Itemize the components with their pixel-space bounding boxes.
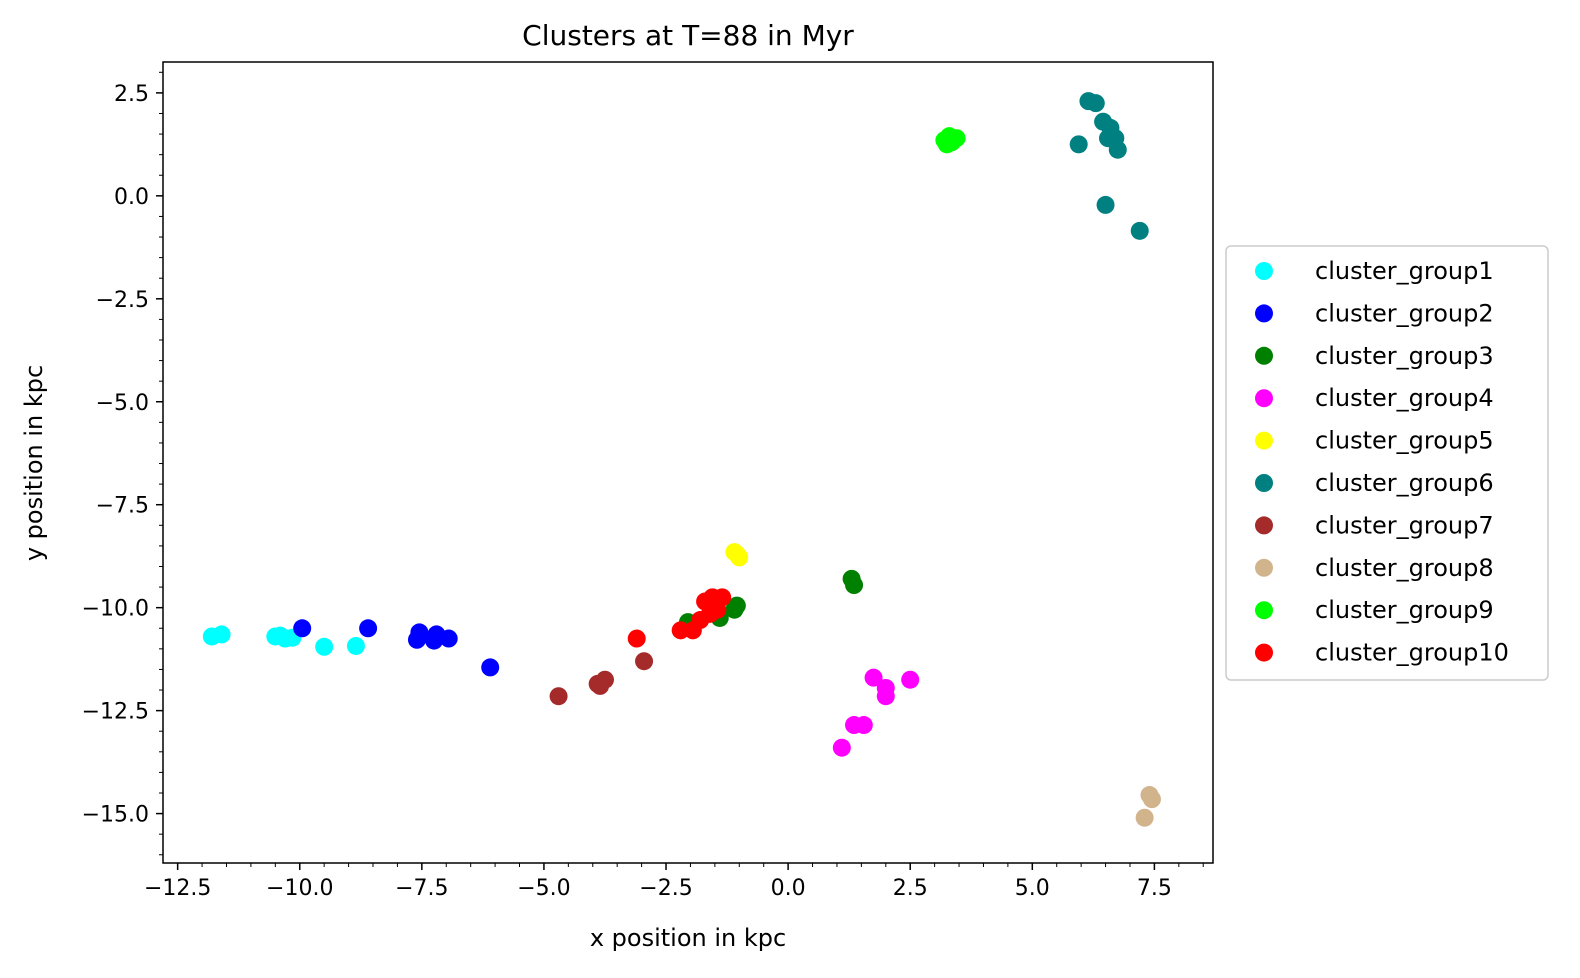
legend-marker — [1255, 601, 1273, 620]
legend-marker — [1255, 262, 1273, 280]
legend-entry: cluster_group8 — [1255, 554, 1494, 582]
legend-entry: cluster_group6 — [1255, 469, 1494, 497]
data-point-cluster_group7 — [635, 652, 654, 671]
data-point-cluster_group1 — [346, 636, 365, 655]
y-axis-label: y position in kpc — [20, 365, 48, 561]
data-point-cluster_group6 — [1086, 94, 1105, 113]
data-point-cluster_group7 — [549, 687, 568, 706]
legend-marker — [1255, 558, 1273, 577]
y-tick-label: −5.0 — [96, 391, 149, 416]
data-point-cluster_group4 — [854, 716, 873, 735]
y-tick-label: −10.0 — [82, 597, 149, 622]
legend-marker — [1255, 516, 1273, 535]
x-tick-label: 7.5 — [1137, 876, 1172, 901]
data-point-cluster_group5 — [730, 548, 749, 567]
legend-label: cluster_group5 — [1315, 427, 1494, 455]
legend-label: cluster_group7 — [1315, 511, 1494, 539]
legend-label: cluster_group9 — [1315, 596, 1494, 624]
series-cluster_group5 — [725, 543, 749, 567]
data-point-cluster_group10 — [627, 629, 646, 648]
data-point-cluster_group10 — [700, 604, 719, 623]
data-point-cluster_group4 — [901, 670, 920, 689]
y-tick-label: −7.5 — [96, 494, 149, 519]
series-cluster_group8 — [1135, 786, 1161, 827]
legend-entry: cluster_group1 — [1255, 257, 1494, 285]
series-cluster_group7 — [549, 652, 654, 706]
series-cluster_group2 — [293, 619, 500, 677]
data-point-cluster_group9 — [937, 135, 956, 154]
data-point-cluster_group3 — [727, 596, 746, 615]
legend-entry: cluster_group4 — [1255, 384, 1494, 412]
axis-ticks: −12.5 −10.0 −7.5 −5.0 −2.5 0.0 2.5 5.0 7.5 2.5 0.0… — [82, 71, 1204, 901]
y-tick-label: 2.5 — [114, 82, 149, 107]
plot-frame — [162, 61, 1214, 864]
legend-label: cluster_group4 — [1315, 384, 1494, 412]
data-point-cluster_group2 — [293, 619, 312, 638]
data-point-cluster_group4 — [832, 738, 851, 757]
legend-label: cluster_group10 — [1315, 639, 1509, 667]
data-point-cluster_group7 — [591, 676, 610, 695]
legend-label: cluster_group3 — [1315, 342, 1494, 370]
x-tick-label: −7.5 — [395, 876, 448, 901]
series-cluster_group9 — [935, 127, 966, 154]
data-point-cluster_group6 — [1096, 195, 1115, 214]
legend-marker — [1255, 304, 1273, 323]
legend-entry: cluster_group9 — [1255, 596, 1494, 624]
data-point-cluster_group2 — [359, 619, 378, 638]
data-point-cluster_group4 — [864, 668, 883, 687]
legend: cluster_group1 cluster_group2 cluster_grou… — [1225, 245, 1549, 681]
data-point-cluster_group1 — [315, 637, 334, 656]
legend-entry: cluster_group10 — [1255, 639, 1509, 667]
legend-entry: cluster_group2 — [1255, 299, 1494, 327]
y-tick-label: 0.0 — [114, 185, 149, 210]
legend-entry: cluster_group3 — [1255, 342, 1494, 370]
legend-entry: cluster_group5 — [1255, 427, 1494, 455]
data-point-cluster_group2 — [439, 629, 458, 648]
y-tick-label: −15.0 — [82, 803, 149, 828]
x-tick-label: 2.5 — [893, 876, 928, 901]
data-point-cluster_group8 — [1142, 790, 1161, 809]
legend-label: cluster_group1 — [1315, 257, 1494, 285]
legend-marker — [1255, 474, 1273, 492]
data-point-cluster_group2 — [481, 658, 500, 677]
data-point-cluster_group10 — [713, 588, 732, 607]
legend-entry: cluster_group7 — [1255, 511, 1494, 539]
data-point-cluster_group1 — [212, 625, 231, 644]
x-tick-label: 0.0 — [771, 876, 806, 901]
series-cluster_group10 — [627, 588, 732, 648]
legend-entries: cluster_group1 cluster_group2 cluster_grou… — [1255, 257, 1509, 667]
x-tick-label: −5.0 — [517, 876, 570, 901]
data-point-cluster_group4 — [876, 687, 895, 706]
legend-marker — [1255, 643, 1273, 662]
legend-label: cluster_group8 — [1315, 554, 1494, 582]
data-point-cluster_group2 — [410, 623, 429, 642]
x-tick-label: 5.0 — [1015, 876, 1050, 901]
series-cluster_group4 — [832, 668, 920, 757]
data-point-cluster_group6 — [1106, 129, 1125, 148]
x-tick-label: −2.5 — [639, 876, 692, 901]
data-point-cluster_group6 — [1130, 221, 1149, 240]
x-tick-label: −10.0 — [266, 876, 333, 901]
legend-marker — [1255, 389, 1273, 408]
x-tick-label: −12.5 — [144, 876, 211, 901]
data-point-cluster_group6 — [1069, 135, 1088, 154]
legend-box — [1225, 245, 1549, 681]
series-cluster_group1 — [202, 625, 365, 656]
data-point-cluster_group8 — [1135, 808, 1154, 827]
data-points — [202, 92, 1161, 827]
legend-label: cluster_group2 — [1315, 299, 1494, 327]
y-tick-label: −2.5 — [96, 288, 149, 313]
data-point-cluster_group3 — [845, 576, 864, 595]
legend-label: cluster_group6 — [1315, 469, 1494, 497]
legend-marker — [1255, 431, 1273, 450]
y-tick-label: −12.5 — [82, 700, 149, 725]
chart-title: Clusters at T=88 in Myr — [522, 19, 854, 52]
series-cluster_group6 — [1069, 92, 1149, 240]
x-axis-label: x position in kpc — [590, 924, 786, 952]
legend-marker — [1255, 346, 1273, 365]
